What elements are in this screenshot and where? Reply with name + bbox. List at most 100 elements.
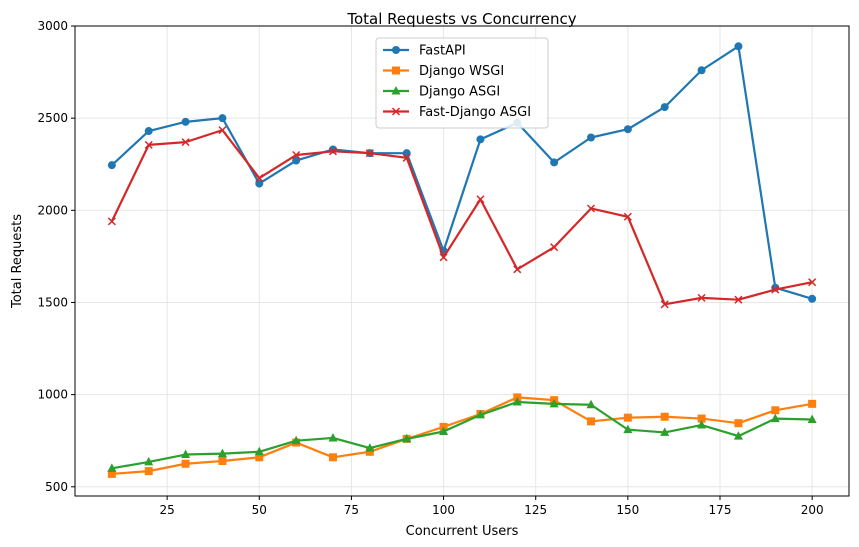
data-point bbox=[402, 433, 412, 443]
data-point bbox=[217, 448, 227, 458]
y-tick-label: 1500 bbox=[37, 295, 68, 309]
data-point bbox=[476, 135, 485, 144]
x-tick-label: 25 bbox=[160, 503, 175, 517]
data-point bbox=[402, 153, 411, 162]
data-point bbox=[254, 446, 264, 456]
data-point bbox=[181, 138, 190, 147]
data-point bbox=[476, 195, 485, 204]
data-point bbox=[623, 413, 632, 422]
x-tick-label: 100 bbox=[432, 503, 455, 517]
data-point bbox=[586, 204, 596, 213]
data-point bbox=[623, 424, 633, 434]
x-tick-label: 200 bbox=[801, 503, 824, 517]
legend-label: Django WSGI bbox=[419, 64, 504, 79]
x-tick-label: 50 bbox=[252, 503, 267, 517]
y-axis: 500 1000 1500 2000 2500 3000 bbox=[37, 19, 75, 494]
legend-box bbox=[375, 37, 549, 129]
data-point bbox=[181, 459, 190, 468]
data-point bbox=[392, 46, 400, 54]
data-point bbox=[550, 243, 559, 252]
legend-item: Django ASGI bbox=[383, 85, 500, 100]
data-point bbox=[697, 420, 707, 429]
chart-title: Total Requests vs Concurrency bbox=[346, 10, 576, 28]
x-tick-label: 175 bbox=[709, 503, 732, 517]
data-point bbox=[549, 398, 559, 408]
series-django-asgi bbox=[107, 397, 817, 472]
data-point bbox=[181, 449, 191, 459]
data-point bbox=[697, 66, 706, 75]
series-line bbox=[111, 400, 813, 470]
data-point bbox=[107, 217, 116, 226]
data-point bbox=[771, 406, 780, 415]
data-point bbox=[439, 426, 449, 435]
plot-frame bbox=[74, 25, 850, 497]
data-point bbox=[808, 399, 817, 408]
data-point bbox=[328, 432, 338, 442]
legend-label: FastAPI bbox=[419, 44, 466, 59]
data-point bbox=[292, 156, 301, 165]
data-point bbox=[144, 467, 153, 476]
x-tick-label: 125 bbox=[524, 503, 547, 517]
data-point bbox=[107, 161, 116, 170]
data-point bbox=[697, 293, 706, 302]
legend-item: Django WSGI bbox=[383, 64, 504, 79]
data-point bbox=[586, 399, 596, 409]
data-point bbox=[107, 463, 117, 472]
data-point bbox=[587, 133, 595, 142]
data-point bbox=[734, 42, 743, 51]
data-point bbox=[218, 456, 227, 465]
data-point bbox=[255, 174, 264, 183]
data-point bbox=[660, 427, 670, 436]
data-point bbox=[218, 114, 227, 123]
legend-label: Django ASGI bbox=[419, 85, 500, 100]
data-point bbox=[255, 453, 264, 462]
data-point bbox=[365, 443, 375, 452]
data-point bbox=[623, 212, 632, 221]
data-point bbox=[660, 300, 669, 309]
legend-item: Fast-Django ASGI bbox=[383, 105, 531, 120]
data-point bbox=[107, 469, 116, 478]
data-point bbox=[144, 456, 154, 466]
data-point bbox=[770, 413, 780, 423]
data-point bbox=[391, 86, 401, 95]
series-line bbox=[111, 396, 813, 475]
data-point bbox=[808, 278, 817, 287]
legend-label: Fast-Django ASGI bbox=[419, 105, 531, 120]
x-tick-label: 150 bbox=[616, 503, 639, 517]
data-point bbox=[365, 149, 374, 158]
y-tick-label: 500 bbox=[45, 480, 68, 494]
data-point bbox=[181, 117, 190, 126]
data-point bbox=[587, 417, 595, 426]
data-point bbox=[512, 397, 522, 406]
data-point bbox=[144, 140, 153, 149]
data-point bbox=[328, 147, 338, 156]
data-point bbox=[391, 107, 401, 116]
data-point bbox=[660, 103, 669, 112]
data-point bbox=[807, 414, 817, 424]
data-point bbox=[255, 179, 264, 188]
series-line bbox=[111, 45, 813, 300]
x-axis-label: Concurrent Users bbox=[406, 524, 519, 539]
data-point bbox=[660, 412, 669, 421]
y-tick-label: 2500 bbox=[37, 111, 68, 125]
data-point bbox=[218, 126, 227, 135]
data-point bbox=[513, 265, 522, 274]
data-point bbox=[623, 125, 632, 134]
data-point bbox=[144, 127, 153, 136]
data-point bbox=[550, 158, 559, 167]
data-point bbox=[734, 419, 743, 428]
data-point bbox=[292, 150, 301, 160]
y-tick-label: 1000 bbox=[37, 388, 68, 402]
series-django-wsgi bbox=[107, 393, 817, 478]
y-tick-label: 2000 bbox=[37, 203, 68, 217]
data-point bbox=[808, 294, 817, 303]
y-axis-label: Total Requests bbox=[10, 214, 25, 309]
y-tick-label: 3000 bbox=[37, 19, 68, 33]
data-point bbox=[475, 409, 485, 419]
legend: FastAPI Django WSGI Django ASGI Fast-Django… bbox=[375, 37, 549, 129]
series-line bbox=[110, 129, 813, 306]
x-axis: 25 50 75 100 125 150 175 200 bbox=[160, 496, 824, 517]
series-fast-django-asgi bbox=[107, 126, 817, 309]
series-group bbox=[107, 42, 817, 478]
